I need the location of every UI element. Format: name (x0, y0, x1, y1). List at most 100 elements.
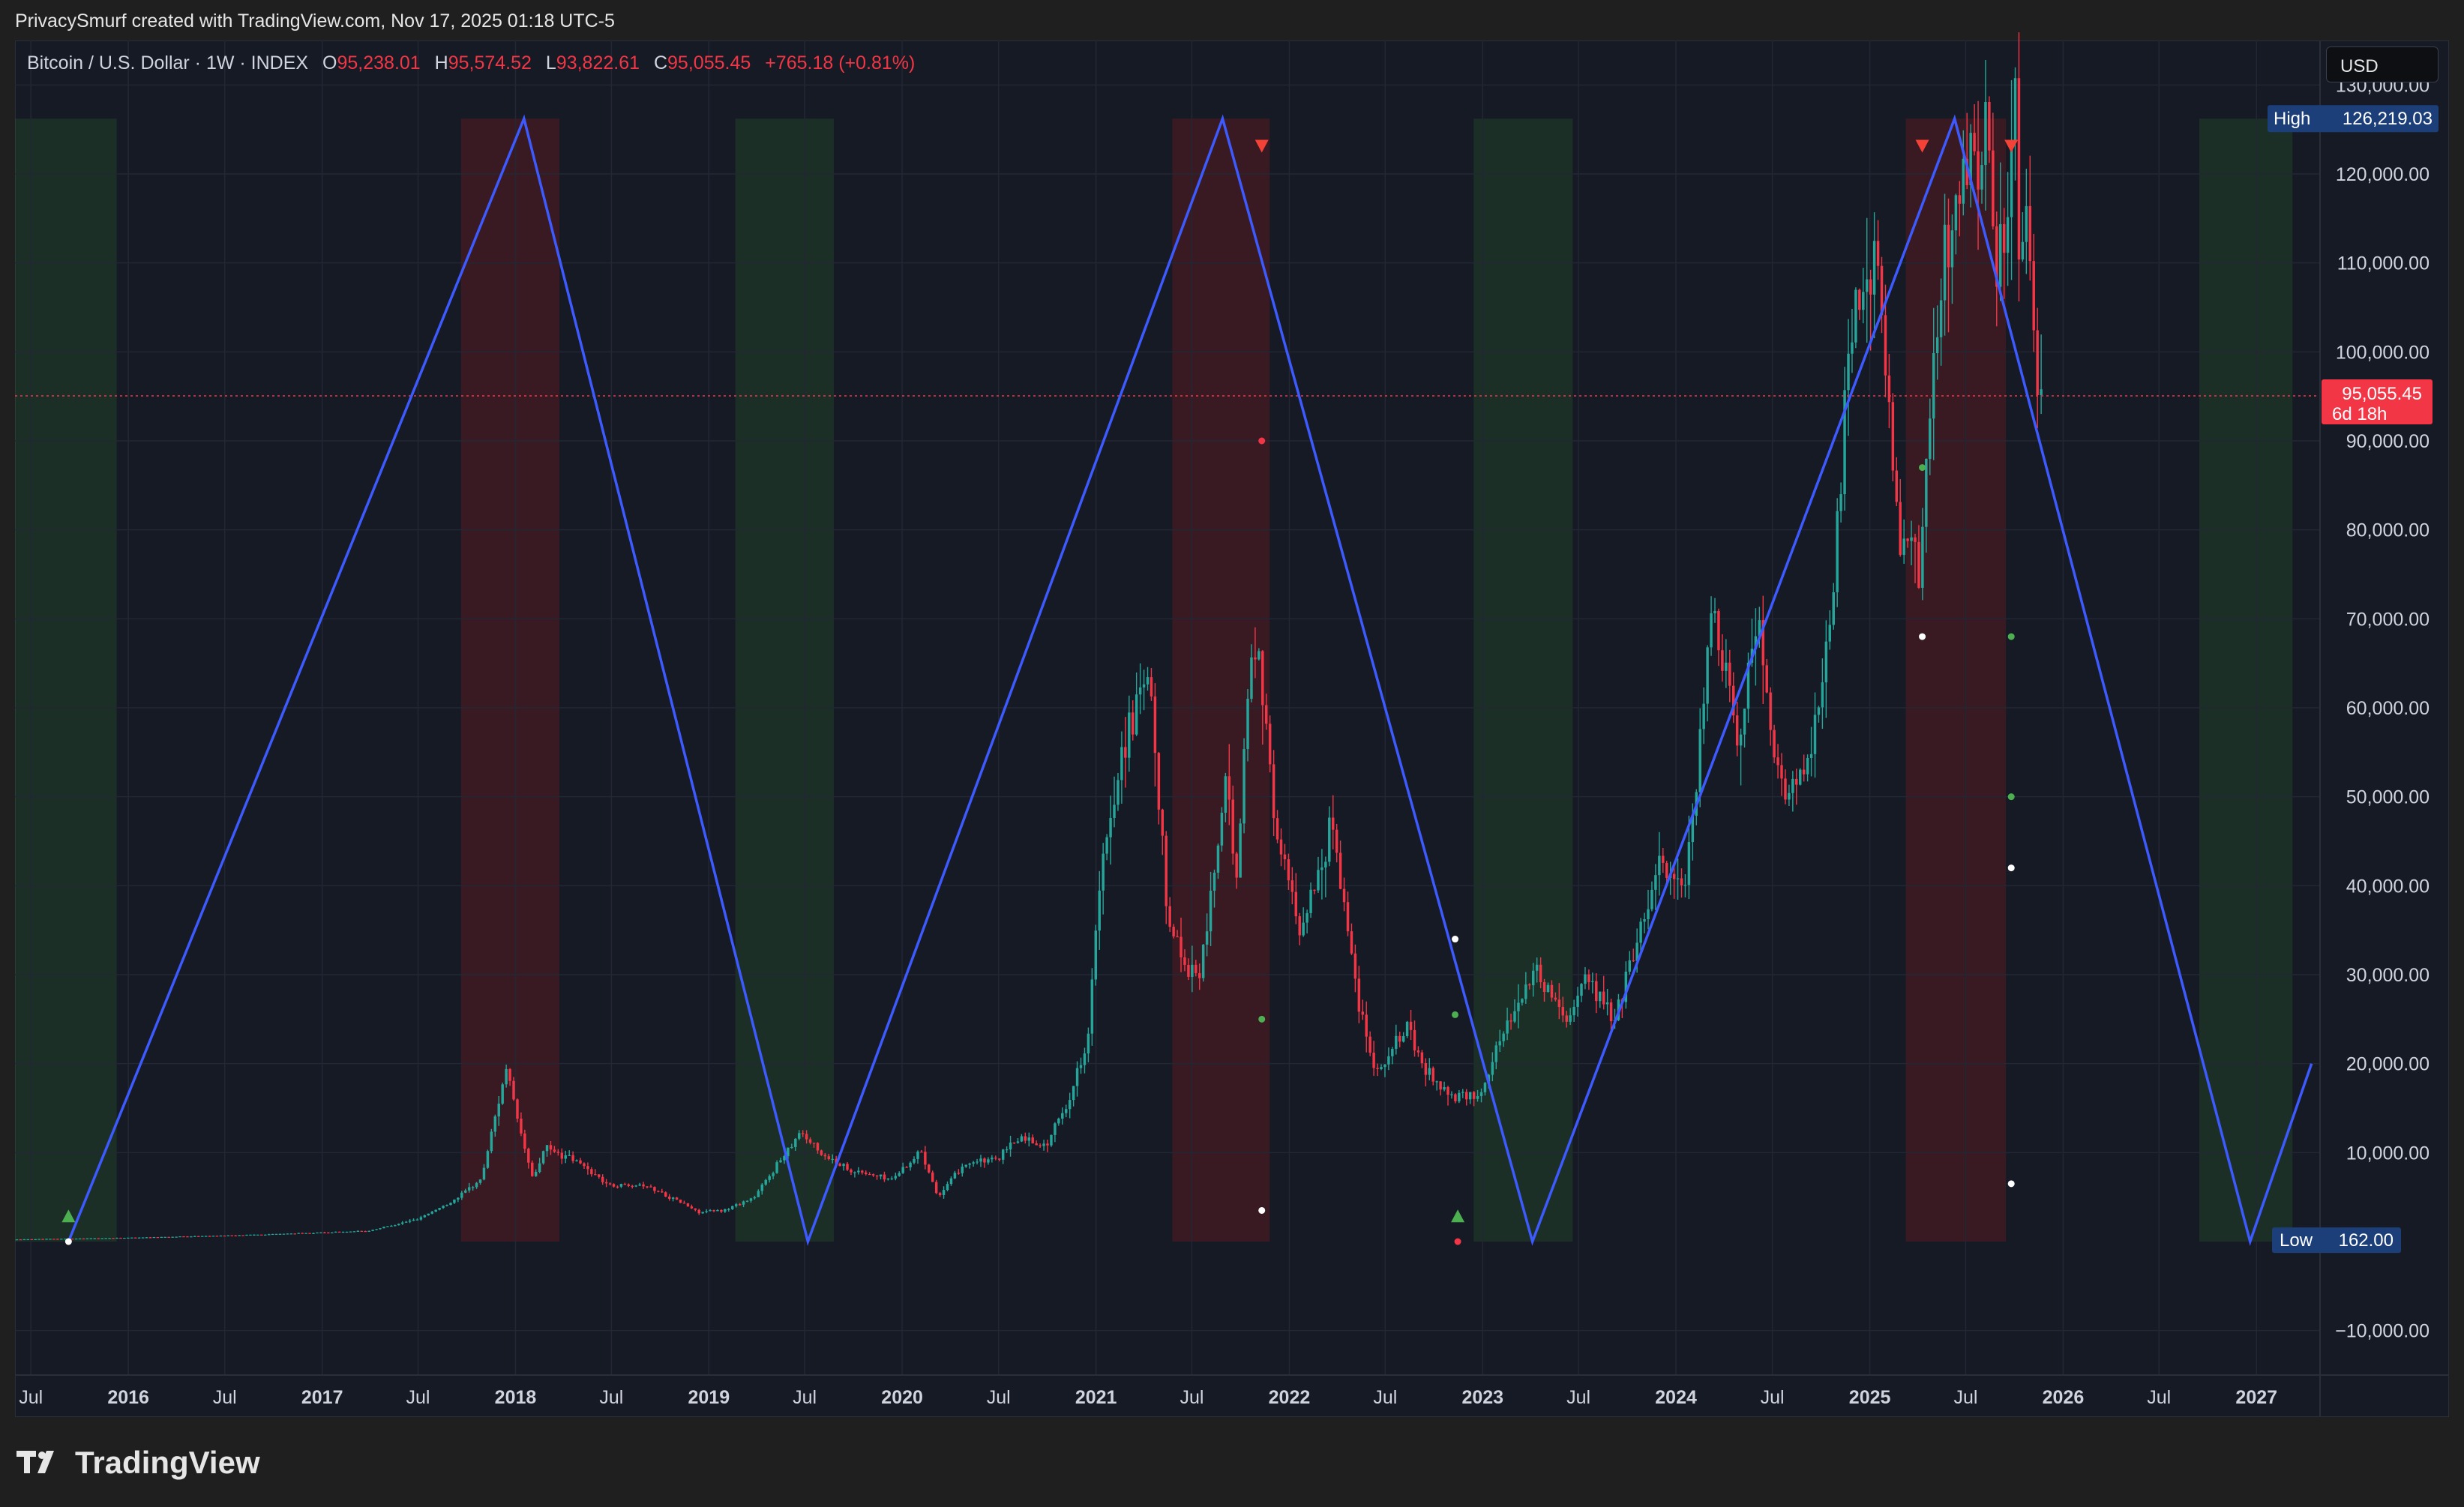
candle-body (1561, 1007, 1565, 1016)
candle-body (112, 1238, 115, 1239)
red-zone (460, 118, 560, 1242)
close-value: 95,055.45 (667, 52, 751, 73)
candle-body (616, 1186, 619, 1188)
candle-body (1554, 997, 1557, 1000)
candle-body (694, 1208, 697, 1210)
candle-body (1113, 804, 1116, 818)
candle-body (1809, 754, 1813, 758)
candle-body (928, 1164, 931, 1173)
candle-body (1128, 712, 1131, 758)
candle-body (1180, 936, 1183, 957)
tradingview-logo-icon (16, 1443, 64, 1483)
candle-body (1279, 839, 1283, 855)
candle-body (1146, 677, 1150, 685)
candle-body (938, 1193, 942, 1195)
currency-button[interactable]: USD (2326, 46, 2439, 82)
candle-body (367, 1230, 370, 1232)
candle-body (1368, 1036, 1371, 1053)
candle-body (271, 1233, 274, 1236)
chart-credit: PrivacySmurf created with TradingView.co… (15, 10, 615, 31)
candle-body (1138, 687, 1142, 695)
chart-frame[interactable] (15, 40, 2449, 1417)
candle-body (901, 1167, 904, 1173)
candle-body (1832, 592, 1835, 625)
candle-body (1161, 809, 1165, 836)
candle-body (200, 1236, 204, 1237)
candle-body (415, 1219, 419, 1221)
candle-body (137, 1237, 141, 1239)
candle-body (1524, 984, 1527, 999)
candle-body (460, 1192, 463, 1198)
candle-body (720, 1209, 723, 1212)
candle-body (197, 1236, 200, 1237)
candle-body (979, 1158, 982, 1162)
candle-body (1335, 829, 1338, 853)
candle-body (1565, 1015, 1568, 1022)
candle-body (400, 1222, 404, 1224)
candle-body (241, 1235, 244, 1236)
candle-body (1743, 709, 1746, 735)
candle-body (304, 1233, 307, 1234)
candle-body (1635, 942, 1638, 961)
candle-body (22, 1239, 26, 1241)
candle-body (1031, 1137, 1034, 1144)
candle-body (178, 1236, 181, 1238)
candle-body (457, 1197, 460, 1200)
candle-body (1380, 1067, 1383, 1069)
month-tick-label: Jul (406, 1387, 430, 1408)
candle-body (30, 1239, 33, 1241)
candle-body (1216, 845, 1220, 873)
candle-body (1383, 1064, 1386, 1068)
candle-body (1224, 776, 1228, 813)
candle-body (1765, 665, 1768, 693)
candle-body (705, 1211, 708, 1212)
candle-body (1257, 651, 1260, 660)
candle-body (493, 1116, 497, 1132)
candle-body (1468, 1092, 1472, 1100)
candle-body (1061, 1113, 1064, 1119)
candle-body (823, 1155, 827, 1157)
candle-body (1880, 265, 1884, 316)
candle-body (97, 1238, 100, 1239)
candle-body (1353, 953, 1357, 979)
month-tick-label: Jul (1180, 1387, 1204, 1408)
candle-body (842, 1164, 845, 1167)
candle-body (1027, 1137, 1031, 1141)
candle-body (1039, 1145, 1042, 1146)
candle-body (100, 1238, 103, 1239)
candle-body (883, 1174, 886, 1180)
candle-body (1235, 853, 1238, 878)
candle-body (289, 1233, 293, 1235)
candle-body (453, 1199, 456, 1203)
candle-body (1476, 1096, 1479, 1099)
footer-brand[interactable]: TradingView (16, 1443, 260, 1483)
candle-body (508, 1068, 511, 1081)
candle-body (1687, 842, 1691, 885)
candle-body (916, 1151, 919, 1159)
low-value: 93,822.61 (556, 52, 640, 73)
candle-body (1020, 1136, 1024, 1142)
brand-name: TradingView (75, 1445, 260, 1480)
candle-body (646, 1186, 649, 1188)
candle-body (2040, 389, 2043, 396)
candle-body (991, 1158, 994, 1160)
current-price-tag (2322, 379, 2433, 425)
candle-body (1458, 1092, 1461, 1101)
year-tick-label: 2024 (1655, 1387, 1697, 1408)
candle-body (394, 1225, 397, 1227)
candle-body (337, 1231, 341, 1233)
candle-body (1317, 870, 1320, 891)
candle-body (1109, 817, 1112, 837)
candle-body (946, 1184, 949, 1191)
candle-body (850, 1170, 853, 1173)
candle-body (1691, 815, 1695, 843)
month-tick-label: Jul (793, 1387, 817, 1408)
candle-body (193, 1236, 196, 1237)
candle-body (1969, 133, 1972, 186)
candle-body (661, 1191, 664, 1193)
candle-body (486, 1151, 490, 1168)
candle-body (1102, 853, 1105, 891)
candle-body (1395, 1035, 1398, 1049)
